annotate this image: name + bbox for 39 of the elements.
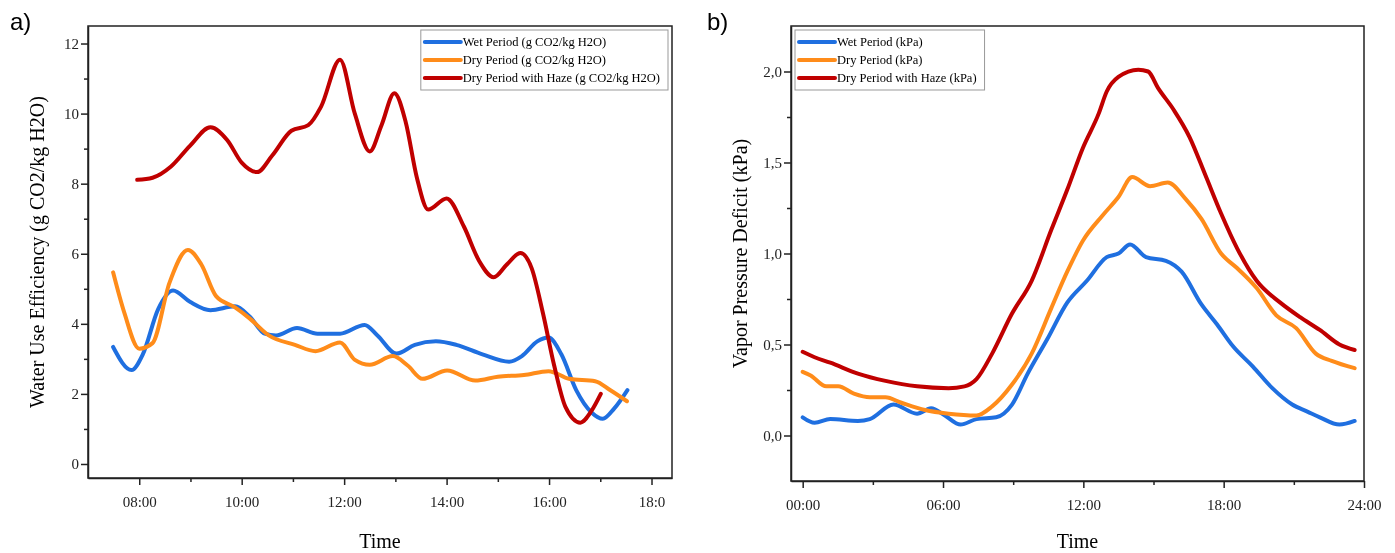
x-tick-label: 10:00 [225, 493, 260, 510]
x-tick-label: 18:00 [1207, 496, 1242, 513]
x-tick-label: 12:00 [1066, 496, 1101, 513]
x-tick-label: 24:00 [1347, 496, 1382, 513]
y-tick-label: 0,0 [763, 427, 782, 444]
y-axis-title: Water Use Efficiency (g CO2/kg H2O) [26, 96, 49, 408]
x-tick-label: 14:00 [430, 493, 465, 510]
chart-title: a) [10, 8, 32, 35]
y-tick-label: 6 [71, 246, 80, 263]
x-axis-title: Time [1056, 530, 1099, 552]
line-series [800, 67, 1357, 391]
line-series [800, 175, 1357, 418]
y-tick-label: 0 [71, 456, 79, 473]
x-tick-label: 00:00 [786, 496, 821, 513]
x-tick-label: 16:00 [532, 493, 567, 510]
legend-label: Dry Period with Haze (g CO2/kg H2O) [462, 71, 660, 85]
y-tick-label: 0,5 [763, 336, 782, 353]
legend-label: Dry Period (kPa) [837, 53, 923, 67]
x-tick-label: 08:00 [122, 493, 157, 510]
y-tick-label: 1,5 [763, 154, 782, 171]
legend-label: Wet Period (kPa) [837, 35, 923, 49]
line-series [800, 242, 1357, 427]
y-axis-title: Vapor Pressure Deficit (kPa) [729, 138, 752, 369]
x-tick-label: 18:0 [638, 493, 666, 510]
x-tick-label: 12:00 [327, 493, 362, 510]
y-tick-label: 10 [64, 105, 79, 122]
y-tick-label: 8 [71, 175, 79, 192]
chart-title: b) [707, 8, 729, 35]
y-tick-label: 4 [71, 316, 80, 333]
x-tick-label: 06:00 [926, 496, 961, 513]
x-axis-title: Time [359, 530, 401, 552]
y-tick-label: 1,0 [763, 245, 782, 262]
y-tick-label: 2,0 [763, 63, 782, 80]
y-tick-label: 12 [64, 35, 79, 52]
legend-label: Dry Period with Haze (kPa) [837, 71, 977, 85]
line-series [111, 247, 629, 404]
legend-label: Wet Period (g CO2/kg H2O) [462, 35, 607, 49]
y-tick-label: 2 [71, 386, 79, 403]
legend-label: Dry Period (g CO2/kg H2O) [462, 53, 606, 67]
